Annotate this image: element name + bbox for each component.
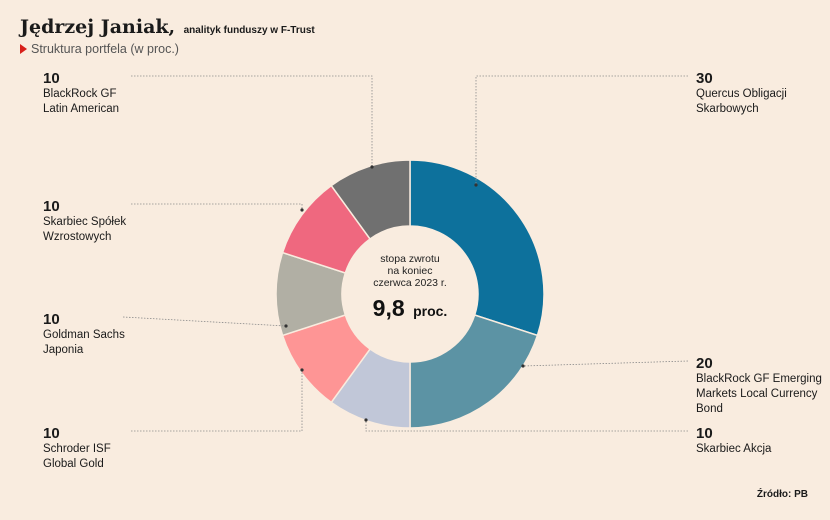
triangle-marker-icon: [20, 44, 27, 54]
slice-value: 30: [696, 70, 713, 87]
slice-name: BlackRock GF Emerging Markets Local Curr…: [696, 373, 822, 415]
leader-line: [522, 360, 689, 367]
subtitle-text: Struktura portfela (w proc.): [31, 42, 179, 56]
leader-dot: [474, 183, 478, 187]
center-line-2: na koniec: [388, 265, 433, 277]
leader-dot: [300, 368, 304, 372]
slices-group: [275, 159, 545, 429]
analyst-role: analityk funduszy w F-Trust: [183, 25, 315, 36]
leader-dot: [300, 208, 304, 212]
slice-label: 10 BlackRock GF Latin American: [43, 70, 119, 117]
slice-name: Schroder ISF Global Gold: [43, 443, 111, 470]
slice-name: Skarbiec Spółek Wzrostowych: [43, 216, 127, 243]
slice-label: 10 Goldman Sachs Japonia: [43, 311, 125, 358]
leader-line: [122, 316, 287, 327]
slice-name: Quercus Obligacji Skarbowych: [696, 88, 787, 115]
leader-dot: [370, 165, 374, 169]
title-row: Jędrzej Janiak, analityk funduszy w F-Tr…: [20, 16, 315, 38]
slice-value: 20: [696, 355, 713, 372]
donut-hole: [342, 226, 478, 362]
source-note: Źródło: PB: [756, 489, 808, 500]
slice-label: 20 BlackRock GF Emerging Markets Local Cu…: [696, 355, 822, 417]
slice-value: 10: [43, 198, 60, 215]
center-unit: proc.: [413, 303, 447, 319]
leader-line: [131, 203, 303, 210]
chart-header: Jędrzej Janiak, analityk funduszy w F-Tr…: [20, 16, 315, 56]
center-line-1: stopa zwrotu: [380, 253, 440, 265]
slice-value: 10: [43, 70, 60, 87]
slice-name: Goldman Sachs Japonia: [43, 329, 125, 356]
leader-dot: [521, 364, 525, 368]
center-label: stopa zwrotu na koniec czerwca 2023 r. 9…: [373, 253, 448, 321]
leader-dot: [284, 324, 288, 328]
leader-dot: [364, 418, 368, 422]
slice-name: BlackRock GF Latin American: [43, 88, 120, 115]
slice-label: 10 Schroder ISF Global Gold: [43, 425, 111, 472]
slice-value: 10: [43, 311, 60, 328]
leader-line: [131, 75, 373, 167]
analyst-name: Jędrzej Janiak,: [20, 16, 176, 38]
chart-subtitle: Struktura portfela (w proc.): [20, 42, 315, 56]
slice-label: 10 Skarbiec Spółek Wzrostowych: [43, 198, 126, 245]
slice-value: 10: [696, 425, 713, 442]
leader-line: [365, 420, 688, 432]
slice-label: 10 Skarbiec Akcja: [696, 425, 771, 457]
slice-label: 30 Quercus Obligacji Skarbowych: [696, 70, 787, 117]
slice-name: Skarbiec Akcja: [696, 443, 772, 455]
center-line-3: czerwca 2023 r.: [373, 277, 447, 289]
leader-line: [131, 370, 303, 432]
slice-value: 10: [43, 425, 60, 442]
leader-line: [475, 75, 688, 185]
center-value-group: 9,8 proc.: [373, 295, 448, 321]
center-value: 9,8: [373, 295, 405, 321]
leader-lines-group: [122, 75, 689, 432]
